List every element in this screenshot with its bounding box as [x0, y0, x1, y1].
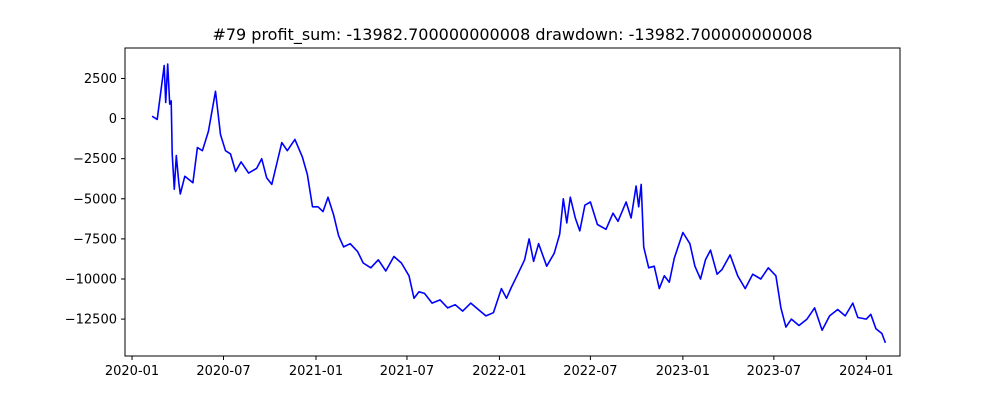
- plot-frame: [124, 47, 901, 357]
- x-tick-label: 2023-01: [656, 364, 710, 379]
- x-tick-label: 2021-01: [289, 364, 343, 379]
- series-line-0: [151, 63, 887, 344]
- x-tick-label: 2020-07: [196, 364, 250, 379]
- x-tick-label: 2023-07: [747, 364, 801, 379]
- y-axis: 2500 0 −2500 −5000 −7500 −10000 −12500: [65, 72, 125, 328]
- y-tick-label: −2500: [73, 152, 117, 167]
- x-axis: 2020-01 2020-07 2021-01 2021-07 2022-01 2022-…: [105, 356, 893, 379]
- y-tick-label: 0: [109, 112, 117, 127]
- x-tick-label: 2022-01: [472, 364, 526, 379]
- x-tick-label: 2024-01: [839, 364, 893, 379]
- y-tick-label: 2500: [84, 72, 117, 87]
- plot-area: [151, 63, 887, 344]
- y-tick-label: −7500: [73, 232, 117, 247]
- y-tick-label: −12500: [65, 313, 117, 328]
- x-tick-label: 2020-01: [105, 364, 159, 379]
- y-tick-label: −5000: [73, 192, 117, 207]
- x-tick-label: 2022-07: [563, 364, 617, 379]
- y-tick-label: −10000: [65, 273, 117, 288]
- chart-title: #79 profit_sum: -13982.700000000008 draw…: [212, 25, 812, 45]
- x-tick-label: 2021-07: [380, 364, 434, 379]
